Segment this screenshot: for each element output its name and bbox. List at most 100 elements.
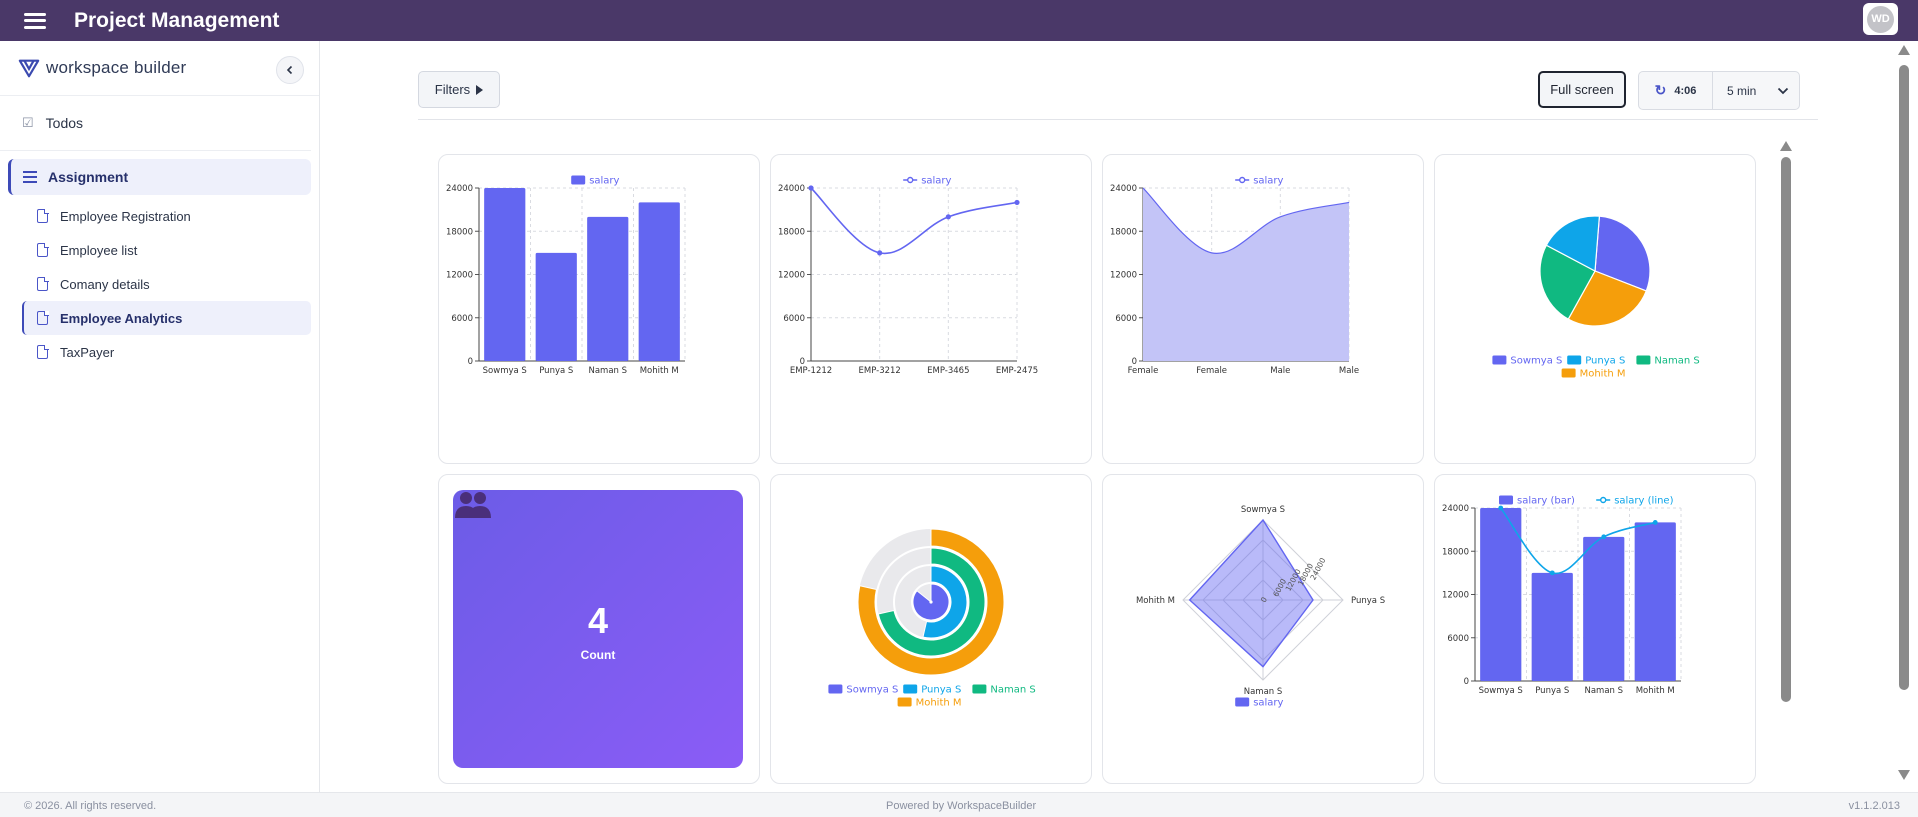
footer-powered-by: Powered by WorkspaceBuilder [886,800,1037,812]
salary-line-chart-card: salary 0 6000 12000 18000 24000 EMP-1212 EMP-32… [770,154,1092,464]
app-title: Project Management [74,8,280,32]
legend-swatch [828,684,843,694]
line-point-naman-s [1601,534,1607,540]
chart-svg: Sowmya S Punya S Naman S Mohith M [1492,215,1700,380]
line-point-mohith-m [1652,520,1658,525]
polar-center [929,600,933,604]
legend-swatch [1492,355,1507,365]
x-tick-label: Female [1128,366,1159,376]
count-tile: 4 Count [453,490,743,768]
sidebar-item-label: Employee Analytics [60,310,183,326]
x-tick-label: Naman S [1584,686,1623,696]
x-tick-label: Sowmya S [1479,686,1523,696]
collapse-sidebar-button[interactable] [276,56,304,84]
x-tick-label: EMP-3212 [858,366,900,376]
chart-svg: salary 0 6000 12000 18000 24000 Female Female Ma… [1110,176,1359,377]
legend-label: Mohith M [1580,369,1626,380]
chart-svg: salary (bar) salary (line) 0 6000 12000 18000… [1442,495,1682,696]
legend-label: salary [589,176,619,187]
refresh-icon: ↻ [1654,82,1667,98]
y-tick-label: 0 [800,357,805,367]
y-tick-label: 0 [468,357,473,367]
legend-label: Naman S [990,685,1035,696]
radar-indicator-label: Naman S [1244,687,1283,697]
line-point-emp-3212 [877,250,883,256]
legend-label: Punya S [1585,356,1625,367]
y-tick-label: 12000 [1442,591,1469,601]
main-content: Filters Full screen ↻ 4:06 5 min salary 0… [321,41,1918,792]
sidebar-item-label: Employee Registration [60,208,191,224]
document-icon [37,276,49,291]
document-icon [37,310,49,325]
salary-area-chart-card: salary 0 6000 12000 18000 24000 Female Female Ma… [1102,154,1424,464]
sidebar-item-employee-list[interactable]: Employee list [22,233,311,267]
brand: workspace builder [0,41,319,96]
x-tick-label: Female [1196,366,1227,376]
chart-svg: Sowmya S Punya S Naman S Mohith M [828,528,1036,709]
y-tick-label: 12000 [778,271,805,281]
legend-swatch [1599,496,1607,504]
document-icon [37,344,49,359]
legend-swatch [972,684,987,694]
fullscreen-button[interactable]: Full screen [1538,71,1626,108]
bar-naman-s [587,216,629,361]
line-point-emp-2475 [1014,199,1020,206]
salary-area [1143,188,1349,361]
chevron-down-icon [1777,87,1789,94]
salary-radar-chart-card: 0 6000 12000 18000 24000 Sowmya S Punya S Naman… [1102,474,1424,784]
salary-bar-line-chart-card: salary (bar) salary (line) 0 6000 12000 18000… [1434,474,1756,784]
salary-area-line [1142,187,1350,254]
salary-polar-chart-card: Sowmya S Punya S Naman S Mohith M [770,474,1092,784]
y-tick-label: 18000 [1442,547,1469,557]
sidebar-item-employee-analytics[interactable]: Employee Analytics [22,301,311,335]
refresh-button[interactable]: ↻ 4:06 [1639,72,1713,109]
avatar[interactable]: WD [1863,3,1898,35]
bar-mohith-m [1634,522,1676,681]
y-tick-label: 24000 [446,184,473,194]
top-bar: Project Management WD [0,0,1918,41]
sidebar-item-todos[interactable]: ☑ Todos [0,96,311,151]
footer: © 2026. All rights reserved. Powered by … [0,792,1918,817]
polar-bar-punya-s [922,565,968,639]
sidebar-group-label: Assignment [48,169,129,185]
legend-swatch [1561,368,1576,378]
legend-label: salary (bar) [1517,496,1575,507]
legend-label: salary [1253,176,1283,187]
radar-indicator-label: Sowmya S [1241,505,1285,515]
line-point-emp-3465 [945,214,951,220]
sidebar-item-taxpayer[interactable]: TaxPayer [22,335,311,369]
page-scrollbar[interactable] [1898,45,1910,790]
polar-bar-mohith-m [857,528,1005,676]
menu-icon[interactable] [24,12,46,29]
bar-naman-s [1583,536,1625,681]
x-tick-label: Sowmya S [483,366,527,376]
refresh-interval-select[interactable]: 5 min [1713,72,1799,109]
filters-button[interactable]: Filters [418,71,500,108]
dashboard-scrollbar[interactable] [1780,141,1792,741]
legend-label: Punya S [921,685,961,696]
sidebar-item-label: Employee list [60,242,138,258]
list-icon [23,168,37,186]
sidebar: workspace builder ☑ Todos Assignment Emp… [0,41,320,792]
legend-label: Sowmya S [846,685,898,696]
y-tick-label: 24000 [1110,184,1137,194]
x-tick-label: EMP-2475 [996,366,1038,376]
refresh-timer: 4:06 [1674,84,1697,97]
legend-swatch [903,684,918,694]
sidebar-group-assignment[interactable]: Assignment [8,159,311,195]
y-tick-label: 6000 [1115,314,1137,324]
sidebar-item-employee-registration[interactable]: Employee Registration [22,199,311,233]
filters-label: Filters [434,82,471,97]
y-tick-label: 18000 [1110,227,1137,237]
legend-swatch [1238,176,1246,184]
sidebar-item-company-details[interactable]: Comany details [22,267,311,301]
radar-ring-label: 0 [1259,595,1269,604]
footer-version: v1.1.2.013 [1848,800,1900,812]
salary-line [810,187,1018,255]
caret-right-icon [476,84,484,95]
radar-salary-area [1188,518,1314,668]
y-tick-label: 12000 [446,271,473,281]
legend-label: Sowmya S [1510,356,1562,367]
legend-swatch [1567,355,1582,365]
legend-swatch [906,176,914,184]
